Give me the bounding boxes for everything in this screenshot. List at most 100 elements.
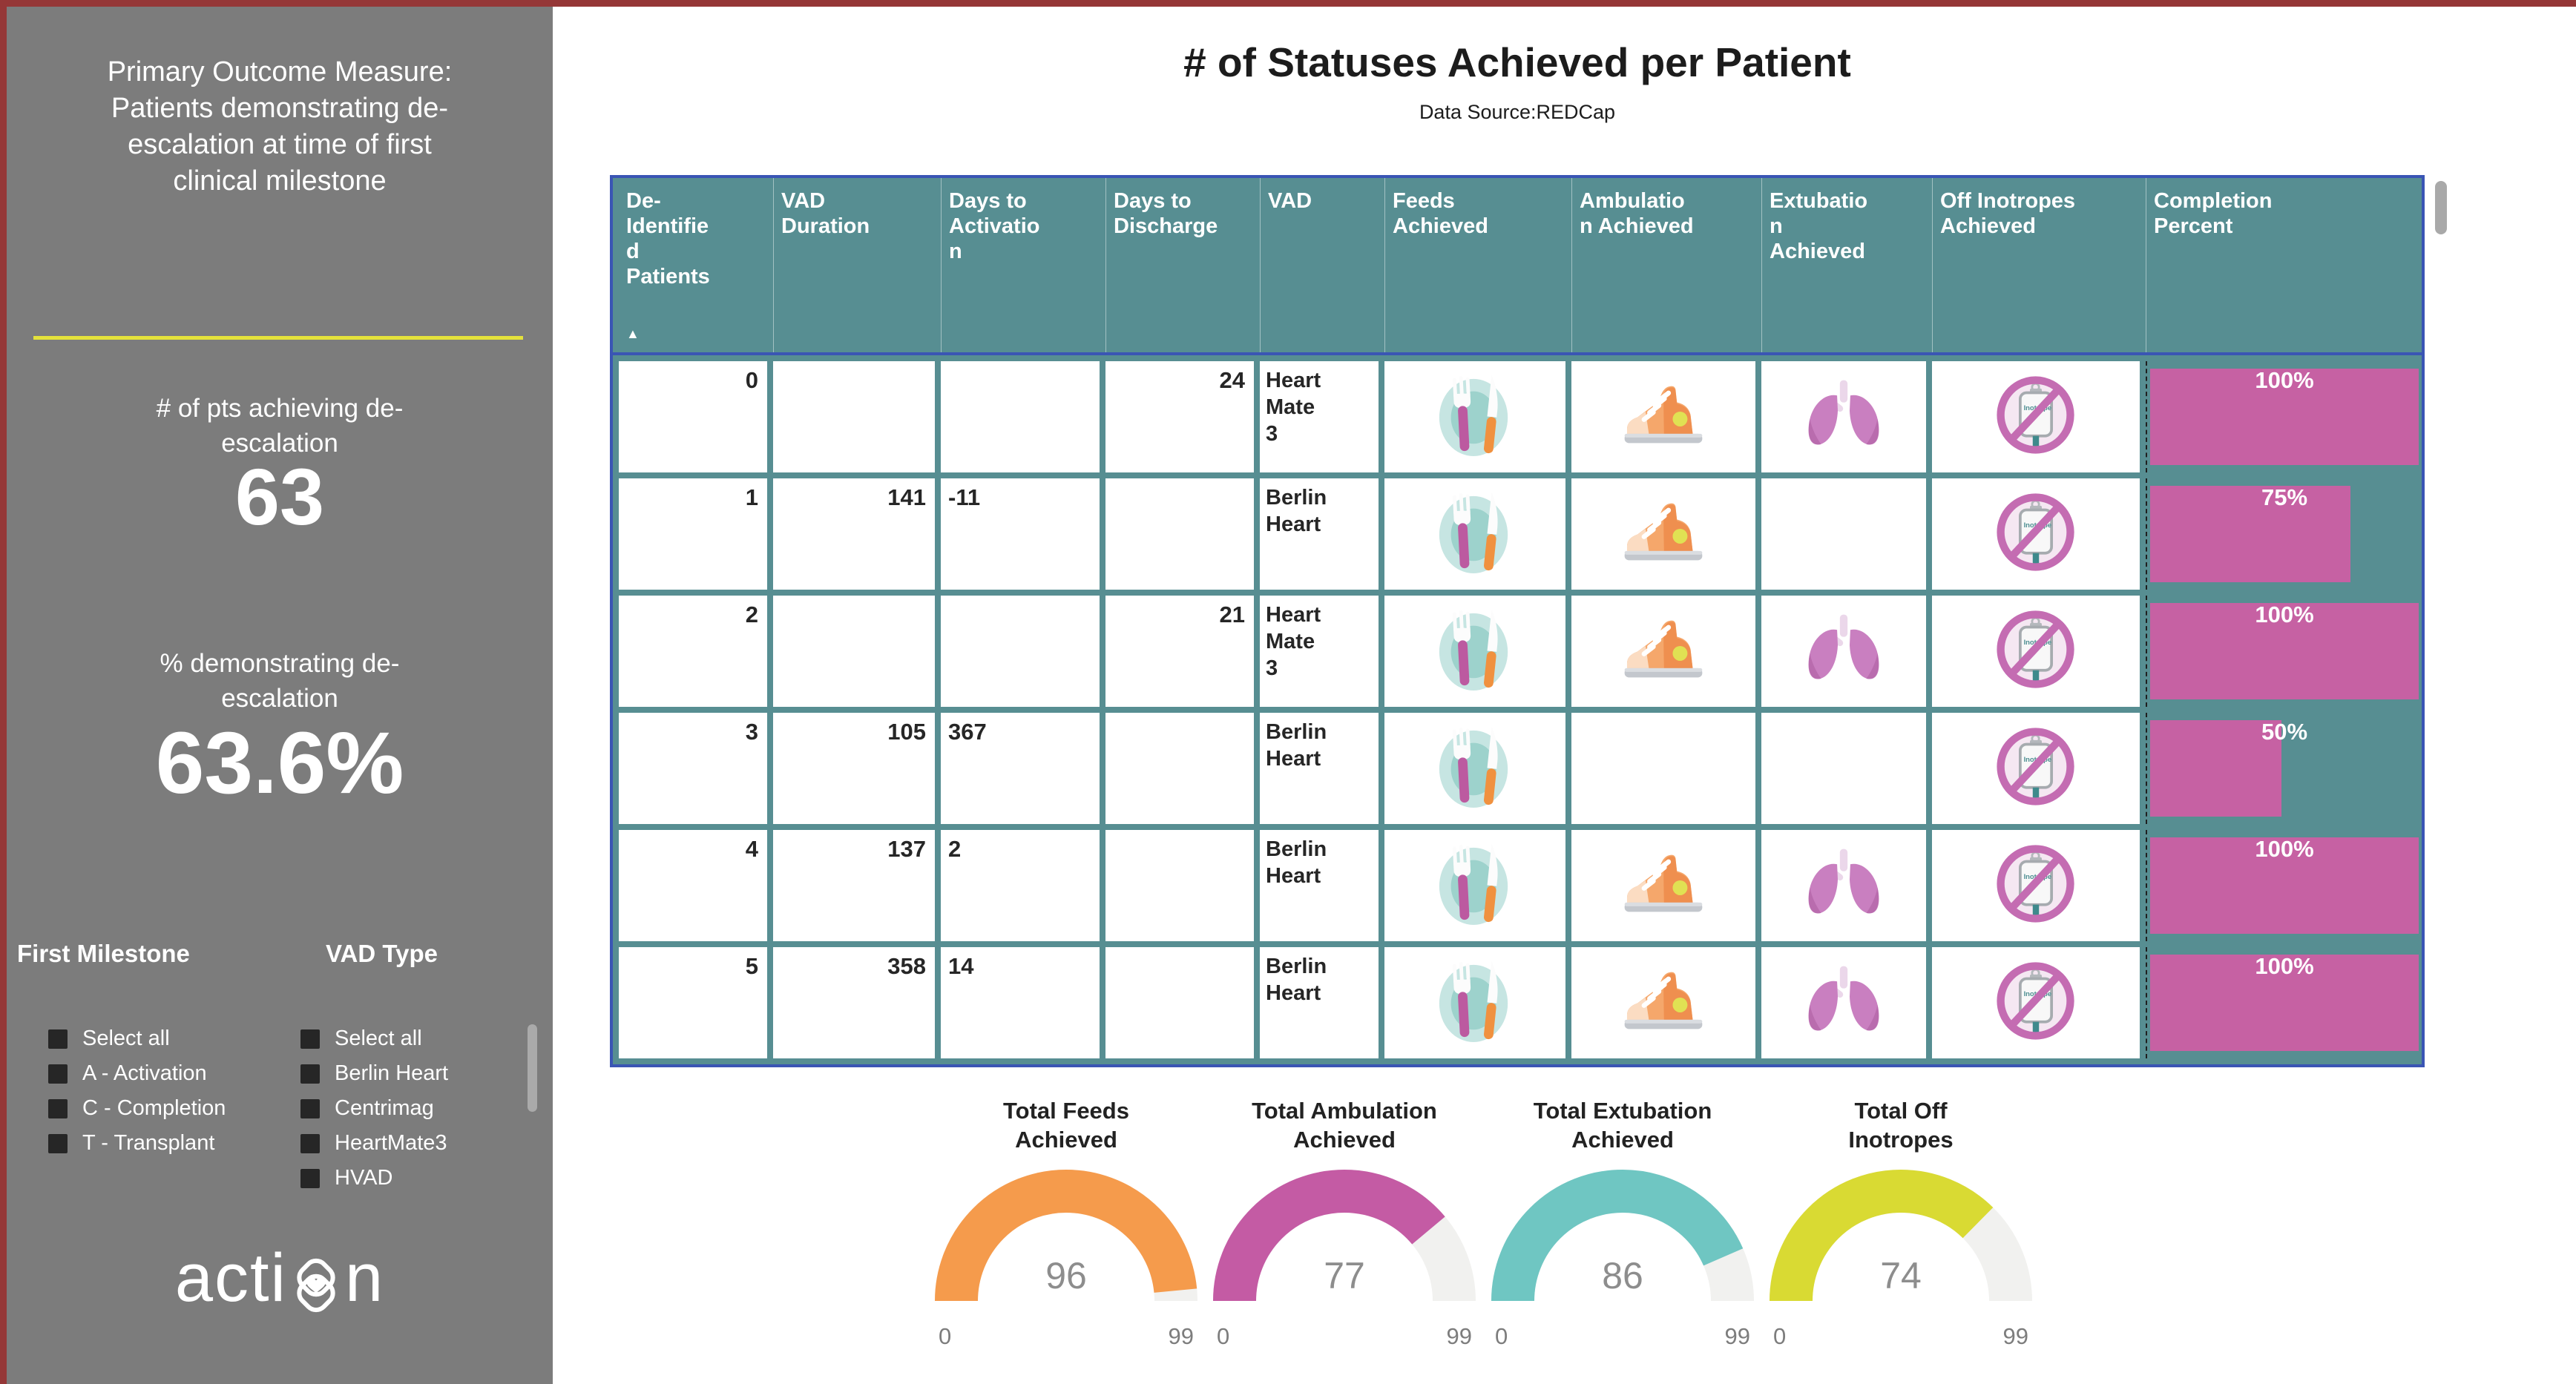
gauge-arc: 74 bbox=[1770, 1170, 2032, 1302]
column-header-0[interactable]: De- Identifie d Patients ▲ bbox=[619, 178, 767, 352]
cell-vad-duration: 358 bbox=[773, 947, 935, 1058]
filter-option-select-all[interactable]: Select all bbox=[300, 1021, 448, 1056]
column-header-5[interactable]: Feeds Achieved bbox=[1384, 178, 1565, 352]
checkbox-icon[interactable] bbox=[300, 1029, 320, 1049]
vad-type-line: Heart bbox=[1266, 603, 1321, 627]
column-header-3[interactable]: Days to Discharge bbox=[1105, 178, 1254, 352]
cell-ambulation-achieved bbox=[1571, 596, 1755, 707]
gauge-value: 74 bbox=[1880, 1255, 1922, 1296]
column-header-1[interactable]: VAD Duration bbox=[773, 178, 935, 352]
vad-type-line: Mate bbox=[1266, 395, 1315, 419]
checkbox-icon[interactable] bbox=[48, 1133, 68, 1153]
checkbox-icon[interactable] bbox=[48, 1098, 68, 1118]
filter-option-c-completion[interactable]: C - Completion bbox=[48, 1091, 226, 1126]
filter-option-hvad[interactable]: HVAD bbox=[300, 1161, 448, 1196]
cell-patient-id: 2 bbox=[619, 596, 767, 707]
cell-ambulation-achieved bbox=[1571, 713, 1755, 824]
table-scrollbar[interactable] bbox=[2435, 181, 2447, 234]
sort-ascending-icon[interactable]: ▲ bbox=[626, 326, 640, 341]
column-header-line: Days to bbox=[949, 189, 1027, 213]
cell-extubation-achieved bbox=[1761, 830, 1926, 941]
column-header-line: Completion bbox=[2154, 189, 2273, 213]
gauge-total-ambulation: Total Ambulation Achieved 77 0 99 bbox=[1211, 1096, 1478, 1350]
filter-option-a-activation[interactable]: A - Activation bbox=[48, 1056, 226, 1091]
cell-completion-percent: 75% bbox=[2146, 478, 2422, 590]
cell-off-inotropes-achieved bbox=[1932, 947, 2140, 1058]
completion-bar bbox=[2150, 603, 2419, 699]
checkbox-icon[interactable] bbox=[48, 1064, 68, 1084]
filter-option-heartmate3[interactable]: HeartMate3 bbox=[300, 1126, 448, 1161]
checkbox-icon[interactable] bbox=[300, 1168, 320, 1188]
extubation-lungs-icon bbox=[1804, 370, 1884, 461]
filter-option-berlin-heart[interactable]: Berlin Heart bbox=[300, 1056, 448, 1091]
gauge-title-line: Inotropes bbox=[1848, 1127, 1954, 1153]
filter-option-t-transplant[interactable]: T - Transplant bbox=[48, 1126, 226, 1161]
cell-vad-type: Berlin Heart bbox=[1260, 713, 1379, 824]
cell-feeds-achieved bbox=[1384, 596, 1565, 707]
vad-type-line: Berlin bbox=[1266, 837, 1327, 861]
window-edge-left bbox=[0, 0, 7, 1384]
cell-vad-type: Heart Mate 3 bbox=[1260, 361, 1379, 472]
gauge-value: 96 bbox=[1045, 1255, 1087, 1296]
sidebar-title-line: Primary Outcome Measure: bbox=[107, 56, 453, 88]
cell-completion-percent: 100% bbox=[2146, 361, 2422, 472]
vad-filter-scrollbar[interactable] bbox=[528, 1024, 537, 1112]
completion-bar bbox=[2150, 837, 2419, 934]
checkbox-icon[interactable] bbox=[48, 1029, 68, 1049]
column-header-2[interactable]: Days to Activatio n bbox=[941, 178, 1100, 352]
cell-vad-type: Berlin Heart bbox=[1260, 947, 1379, 1058]
vad-type-line: Berlin bbox=[1266, 955, 1327, 978]
column-header-line: Achieved bbox=[1940, 214, 2036, 238]
filter-list-first-milestone: Select all A - Activation C - Completion T … bbox=[48, 1021, 226, 1161]
cell-feeds-achieved bbox=[1384, 478, 1565, 590]
gauge-arc: 77 bbox=[1213, 1170, 1476, 1302]
ambulation-shoe-icon bbox=[1623, 839, 1703, 929]
filter-option-label: HVAD bbox=[335, 1166, 393, 1190]
cell-vad-duration: 105 bbox=[773, 713, 935, 824]
column-header-8[interactable]: Off Inotropes Achieved bbox=[1932, 178, 2140, 352]
vad-type-line: Heart bbox=[1266, 864, 1321, 888]
checkbox-icon[interactable] bbox=[300, 1064, 320, 1084]
gauge-title: Total Feeds Achieved bbox=[933, 1096, 1200, 1154]
feeds-icon bbox=[1435, 956, 1515, 1047]
gauge-max-label: 99 bbox=[1168, 1323, 1194, 1349]
column-header-line: Duration bbox=[781, 214, 870, 238]
column-header-line: Days to bbox=[1114, 189, 1192, 213]
data-source-subtitle: Data Source:REDCap bbox=[1419, 101, 1616, 123]
gauge-max-label: 99 bbox=[2002, 1323, 2028, 1349]
column-header-line: Feeds bbox=[1393, 189, 1455, 213]
column-header-4[interactable]: VAD bbox=[1260, 178, 1379, 352]
cell-completion-percent: 50% bbox=[2146, 713, 2422, 824]
cell-feeds-achieved bbox=[1384, 361, 1565, 472]
filter-option-centrimag[interactable]: Centrimag bbox=[300, 1091, 448, 1126]
no-inotropes-icon bbox=[1996, 956, 2076, 1047]
vad-type-line: Berlin bbox=[1266, 720, 1327, 744]
metric-percent-value: 63.6% bbox=[155, 714, 404, 812]
column-header-6[interactable]: Ambulatio n Achieved bbox=[1571, 178, 1755, 352]
vad-type-line: 3 bbox=[1266, 656, 1278, 680]
vad-type-line: Heart bbox=[1266, 369, 1321, 392]
cell-extubation-achieved bbox=[1761, 361, 1926, 472]
column-header-line: De- bbox=[626, 189, 661, 213]
column-header-9[interactable]: Completion Percent bbox=[2146, 178, 2422, 352]
vad-type-line: Berlin bbox=[1266, 486, 1327, 510]
no-inotropes-icon bbox=[1996, 839, 2076, 929]
feeds-icon bbox=[1435, 722, 1515, 812]
cell-ambulation-achieved bbox=[1571, 830, 1755, 941]
gauge-total-off-inotropes: Total Off Inotropes 74 0 99 bbox=[1767, 1096, 2034, 1350]
column-header-line: Identifie bbox=[626, 214, 709, 238]
column-header-7[interactable]: Extubatio n Achieved bbox=[1761, 178, 1926, 352]
filter-option-select-all[interactable]: Select all bbox=[48, 1021, 226, 1056]
table-header-row: De- Identifie d Patients ▲ VAD Duration Days to… bbox=[613, 178, 2422, 355]
gauge-title: Total Off Inotropes bbox=[1767, 1096, 2034, 1154]
metric-percent-label: % demonstrating de-escalation bbox=[160, 649, 400, 713]
cell-off-inotropes-achieved bbox=[1932, 361, 2140, 472]
vad-type-line: 3 bbox=[1266, 422, 1278, 446]
completion-bar bbox=[2150, 955, 2419, 1051]
completion-percent-label: 100% bbox=[2255, 953, 2314, 979]
column-header-line: Patients bbox=[626, 265, 710, 289]
cell-patient-id: 4 bbox=[619, 830, 767, 941]
checkbox-icon[interactable] bbox=[300, 1133, 320, 1153]
checkbox-icon[interactable] bbox=[300, 1098, 320, 1118]
extubation-lungs-icon bbox=[1804, 604, 1884, 695]
